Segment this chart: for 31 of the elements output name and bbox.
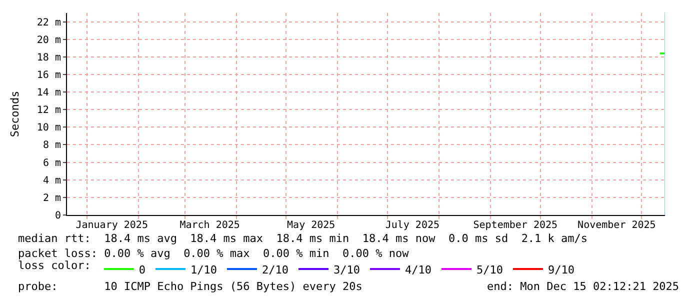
y-tick-label: 12 m (36, 105, 61, 116)
y-tick-label: 2 m (42, 192, 61, 204)
y-tick-label: 20 m (36, 34, 61, 46)
legend-label: 4/10 (404, 263, 432, 276)
legend-title: loss color: (18, 258, 91, 272)
y-tick-label: 8 m (42, 140, 61, 152)
y-tick-label: 4 m (42, 175, 61, 186)
text: packet loss: 0.00 % avg 0.00 % max 0.00 % min 0.00 % now (18, 247, 410, 260)
x-tick-label: September 2025 (473, 220, 558, 231)
text: median rtt: 18.4 ms avg 18.4 ms max 18.4 ms min 18.4 ms now 0.0 ms sd 2.1 k am/s (18, 232, 588, 245)
x-tick-label: January 2025 (76, 220, 148, 231)
x-tick-label: March 2025 (180, 220, 240, 231)
y-tick-label: 16 m (36, 70, 61, 81)
y-tick-label: 0 (54, 210, 61, 222)
text: end: Mon Dec 15 02:12:21 2025 (487, 280, 680, 293)
y-tick-label: 14 m (36, 88, 61, 99)
y-tick-label: 10 m (36, 122, 61, 134)
x-tick-label: November 2025 (578, 220, 656, 231)
legend-label: 2/10 (262, 263, 288, 276)
legend-label: 1/10 (190, 263, 217, 276)
legend-label: 3/10 (333, 263, 360, 276)
x-tick-label: May 2025 (287, 220, 336, 231)
y-tick-label: 6 m (42, 158, 61, 169)
legend-label: 9/10 (548, 263, 574, 276)
y-tick-label: 22 m (36, 17, 61, 28)
legend-label: 5/10 (476, 263, 503, 276)
y-tick-label: 18 m (36, 52, 61, 64)
text: probe: 10 ICMP Echo Pings (56 Bytes) every 20s (18, 280, 362, 293)
legend-label: 0 (138, 263, 146, 276)
y-axis-title: Seconds (8, 90, 22, 138)
x-tick-label: July 2025 (385, 220, 440, 231)
